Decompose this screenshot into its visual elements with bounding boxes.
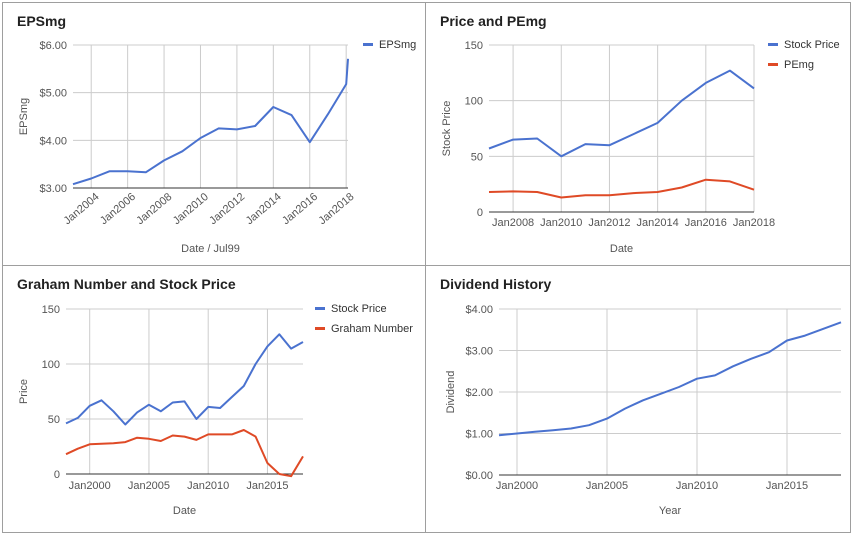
y-tick-label: 150 (42, 304, 60, 316)
x-tick-label: Jan2015 (246, 480, 288, 492)
x-tick-label: Jan2012 (588, 217, 630, 229)
y-tick-label: 100 (42, 359, 60, 371)
y-tick-label: 150 (465, 40, 483, 52)
graham-chart-panel: Graham Number and Stock Price 0 50 100 150 J… (2, 265, 426, 533)
y-tick-label: $4.00 (39, 135, 67, 147)
legend-label: PEmg (784, 59, 814, 71)
x-tick-label: Jan2018 (733, 217, 775, 229)
series-line-stock-price (488, 69, 755, 158)
series-line-stock-price (65, 333, 304, 426)
x-tick-label: Jan2014 (637, 217, 679, 229)
legend-swatch (768, 43, 778, 46)
y-tick-label: $3.00 (39, 183, 67, 195)
legend-label: EPSmg (379, 39, 416, 51)
y-tick-label: 100 (465, 96, 483, 108)
y-tick-label: 0 (477, 207, 483, 219)
y-axis-label: Dividend (445, 371, 457, 414)
x-tick-label: Jan2000 (496, 480, 538, 492)
dividend-chart-title: Dividend History (440, 276, 552, 292)
legend-swatch (768, 63, 778, 66)
dividend-chart: $0.00 $1.00 $2.00 $3.00 $4.00 Jan2000 Jan2005 J… (445, 304, 842, 517)
y-tick-label: $3.00 (465, 346, 493, 358)
x-tick-label: Jan2010 (676, 480, 718, 492)
x-tick-label: Jan2008 (134, 191, 174, 227)
y-tick-label: $0.00 (465, 470, 493, 482)
x-tick-label: Jan2010 (540, 217, 582, 229)
series-line-graham-number (65, 429, 304, 478)
price-pe-chart-title: Price and PEmg (440, 13, 547, 29)
x-tick-label: Jan2018 (317, 191, 357, 227)
legend-label: Stock Price (331, 303, 387, 315)
x-tick-label: Jan2016 (685, 217, 727, 229)
y-tick-label: $4.00 (465, 304, 493, 316)
legend-swatch (363, 43, 373, 46)
price-pe-chart: 0 50 100 150 Jan2008 Jan2010 Jan2012 Jan2014 Jan… (441, 39, 840, 255)
y-tick-label: $6.00 (39, 40, 67, 52)
dividend-chart-panel: Dividend History $0.00 $1.00 $2.00 $3.00 $4.… (425, 265, 851, 533)
x-tick-label: Jan2015 (766, 480, 808, 492)
x-axis-label: Year (659, 505, 682, 517)
x-axis-label: Date (610, 243, 633, 255)
y-tick-label: 50 (48, 414, 60, 426)
y-axis-label: EPSmg (18, 98, 30, 135)
eps-chart: $3.00 $4.00 $5.00 $6.00 Jan2004Jan2006Jan200… (18, 39, 416, 255)
x-tick-label: Jan2014 (244, 191, 284, 227)
x-tick-label: Jan2005 (128, 480, 170, 492)
y-tick-label: 0 (54, 469, 60, 481)
y-tick-label: $5.00 (39, 88, 67, 100)
x-tick-label: Jan2004 (62, 191, 102, 227)
y-tick-label: $2.00 (465, 387, 493, 399)
series-line-epsmg (72, 58, 349, 186)
legend-swatch (315, 327, 325, 330)
x-axis-label: Date / Jul99 (181, 243, 240, 255)
legend-swatch (315, 307, 325, 310)
x-tick-label: Jan2016 (280, 191, 320, 227)
legend-label: Stock Price (784, 39, 840, 51)
legend-label: Graham Number (331, 323, 413, 335)
series-line-pemg (488, 178, 755, 199)
x-axis-label: Date (173, 505, 196, 517)
x-tick-label: Jan2012 (207, 191, 247, 227)
graham-chart: 0 50 100 150 Jan2000 Jan2005 Jan2010 Jan2015 Dat… (18, 303, 413, 517)
series-line-dividend (498, 321, 842, 437)
eps-chart-panel: EPSmg $3.00 $4.00 $5.00 $6.00 Jan2004 Jan2006… (2, 2, 426, 266)
y-tick-label: $1.00 (465, 429, 493, 441)
x-tick-label: Jan2008 (492, 217, 534, 229)
x-tick-label: Jan2010 (187, 480, 229, 492)
eps-chart-title: EPSmg (17, 13, 67, 29)
graham-chart-title: Graham Number and Stock Price (17, 276, 236, 292)
x-tick-label: Jan2010 (171, 191, 211, 227)
x-tick-label: Jan2005 (586, 480, 628, 492)
x-tick-label: Jan2006 (98, 191, 138, 227)
price-pe-chart-panel: Price and PEmg 0 50 100 150 Jan2008 Jan2010 Ja… (425, 2, 851, 266)
y-tick-label: 50 (471, 151, 483, 163)
y-axis-label: Stock Price (441, 101, 453, 157)
x-tick-label: Jan2000 (69, 480, 111, 492)
y-axis-label: Price (18, 379, 30, 404)
